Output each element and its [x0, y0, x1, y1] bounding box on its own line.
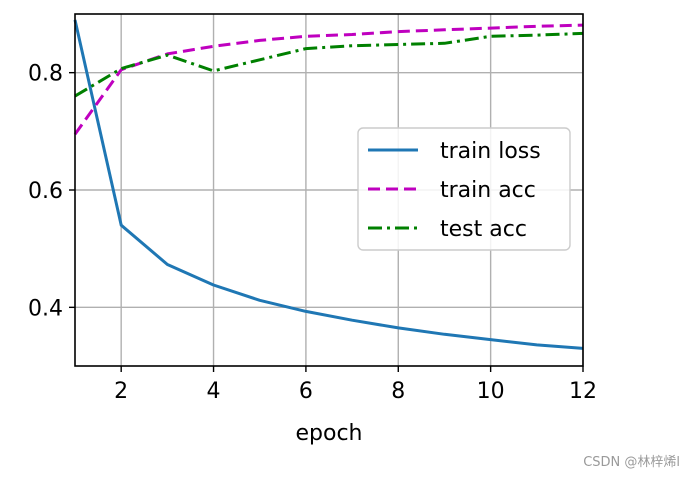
y-tick-label: 0.6	[28, 179, 63, 204]
ticks: 2 4 6 8 10 12 0.4 0.6 0.8	[28, 62, 597, 404]
x-tick-label: 6	[299, 379, 313, 404]
legend: train loss train acc test acc	[357, 127, 571, 251]
legend-entry: test acc	[440, 217, 527, 242]
y-tick-label: 0.8	[28, 62, 63, 87]
x-tick-label: 8	[391, 379, 405, 404]
series-line-test-acc	[74, 31, 584, 98]
x-tick-label: 10	[477, 379, 505, 404]
x-tick-label: 12	[569, 379, 597, 404]
watermark: CSDN @林梓烯l	[583, 455, 680, 470]
series-layer	[73, 19, 584, 350]
legend-box	[357, 127, 571, 251]
series-line-train-acc	[73, 23, 584, 136]
legend-entry: train acc	[440, 178, 536, 203]
x-axis-label: epoch	[296, 421, 363, 446]
legend-entry: train loss	[440, 139, 541, 164]
y-tick-label: 0.4	[28, 296, 63, 321]
x-tick-label: 4	[207, 379, 221, 404]
series-line-train-loss	[73, 19, 584, 350]
x-tick-label: 2	[114, 379, 128, 404]
